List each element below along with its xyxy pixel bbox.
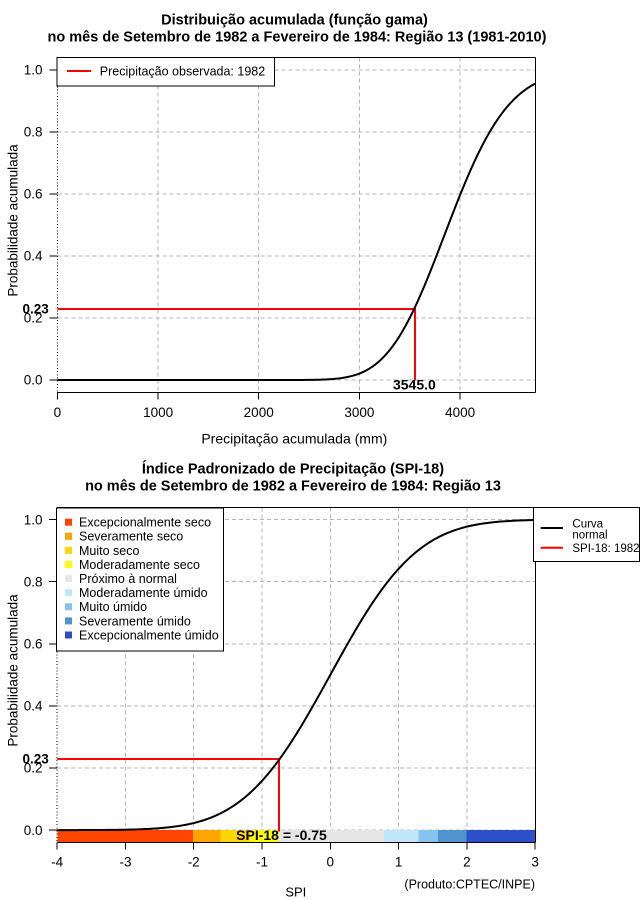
svg-text:1: 1 — [395, 854, 403, 869]
svg-text:Excepcionalmente seco: Excepcionalmente seco — [79, 516, 211, 530]
svg-text:SPI-18: 1982: SPI-18: 1982 — [572, 543, 639, 555]
svg-text:4000: 4000 — [445, 405, 475, 420]
svg-text:0.0: 0.0 — [24, 373, 43, 388]
svg-text:0.6: 0.6 — [24, 637, 43, 652]
svg-text:Moderadamente seco: Moderadamente seco — [79, 558, 200, 572]
svg-text:Moderadamente úmido: Moderadamente úmido — [79, 586, 208, 600]
svg-text:Precipitação acumulada (mm): Precipitação acumulada (mm) — [201, 431, 387, 447]
svg-text:-4: -4 — [51, 854, 63, 869]
svg-text:-2: -2 — [188, 854, 200, 869]
svg-text:0.8: 0.8 — [24, 125, 43, 140]
svg-text:SPI-18 = -0.75: SPI-18 = -0.75 — [236, 827, 327, 843]
svg-text:0.23: 0.23 — [23, 301, 50, 316]
svg-text:Probabilidade acumulada: Probabilidade acumulada — [6, 594, 21, 747]
svg-text:0.0: 0.0 — [24, 823, 43, 838]
svg-text:1.0: 1.0 — [24, 512, 43, 527]
svg-text:Muito úmido: Muito úmido — [79, 600, 147, 614]
svg-text:0.2: 0.2 — [24, 761, 43, 776]
svg-text:0.4: 0.4 — [24, 249, 43, 264]
svg-text:2: 2 — [463, 854, 471, 869]
svg-text:1.0: 1.0 — [24, 63, 43, 78]
svg-text:0.6: 0.6 — [24, 187, 43, 202]
svg-text:-3: -3 — [119, 854, 131, 869]
svg-text:Curva: Curva — [572, 519, 603, 531]
svg-text:no mês de Setembro de 1982 a F: no mês de Setembro de 1982 a Fevereiro d… — [85, 479, 501, 495]
svg-text:Muito seco: Muito seco — [79, 544, 139, 558]
svg-text:Severamente seco: Severamente seco — [79, 530, 183, 544]
svg-text:3: 3 — [531, 854, 539, 869]
svg-text:Excepcionalmente úmido: Excepcionalmente úmido — [79, 628, 219, 642]
svg-text:0.2: 0.2 — [24, 311, 43, 326]
svg-text:SPI: SPI — [285, 884, 306, 899]
svg-text:Probabilidade acumulada: Probabilidade acumulada — [6, 144, 21, 297]
svg-text:Severamente úmido: Severamente úmido — [79, 614, 191, 628]
svg-text:normal: normal — [572, 530, 607, 542]
svg-text:3545.0: 3545.0 — [393, 377, 436, 393]
svg-text:Próximo à normal: Próximo à normal — [79, 572, 177, 586]
svg-text:0.23: 0.23 — [23, 751, 50, 766]
svg-text:2000: 2000 — [244, 405, 274, 420]
svg-text:1000: 1000 — [143, 405, 173, 420]
svg-text:0: 0 — [327, 854, 335, 869]
svg-text:Índice Padronizado de Precipit: Índice Padronizado de Precipitação (SPI-… — [142, 461, 444, 478]
svg-text:0: 0 — [54, 405, 62, 420]
svg-text:3000: 3000 — [344, 405, 374, 420]
svg-text:-1: -1 — [256, 854, 268, 869]
svg-text:no mês de Setembro de 1982 a F: no mês de Setembro de 1982 a Fevereiro d… — [48, 29, 547, 45]
svg-text:(Produto:CPTEC/INPE): (Produto:CPTEC/INPE) — [404, 877, 535, 891]
svg-text:Distribuição acumulada (função: Distribuição acumulada (função gama) — [161, 12, 428, 28]
svg-text:0.8: 0.8 — [24, 574, 43, 589]
svg-text:0.4: 0.4 — [24, 699, 43, 714]
svg-text:Precipitação observada: 1982: Precipitação observada: 1982 — [100, 65, 265, 79]
